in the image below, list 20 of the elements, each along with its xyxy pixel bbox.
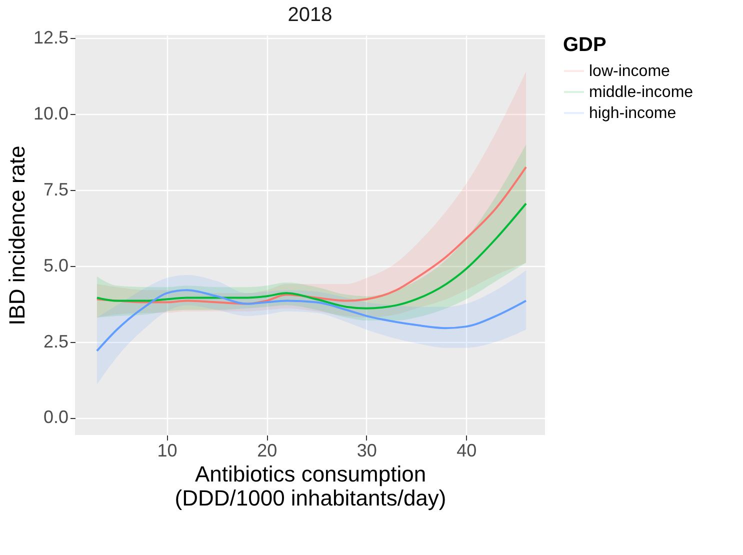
x-tick-label: 10 — [157, 440, 178, 460]
x-tick-label: 20 — [257, 440, 278, 460]
line-series — [96, 202, 528, 310]
x-tick-label: 30 — [356, 440, 377, 460]
y-tick-label: 0.0 — [43, 407, 68, 428]
legend-label: low-income — [589, 63, 670, 80]
legend-label: high-income — [589, 105, 676, 122]
x-tick-label: 40 — [456, 440, 477, 460]
y-tick-label: 5.0 — [43, 255, 68, 276]
y-tick-label: 10.0 — [33, 103, 68, 124]
legend-label: middle-income — [589, 84, 694, 101]
line-series — [96, 166, 528, 305]
y-tick-label: 12.5 — [33, 28, 68, 48]
y-tick-label: 7.5 — [43, 179, 68, 200]
y-tick-label: 2.5 — [43, 331, 68, 352]
legend-title: GDP — [563, 34, 606, 56]
x-axis-title: Antibiotics consumption (DDD/1000 inhabitants/day) — [174, 462, 446, 510]
chart-title: 2018 — [288, 4, 332, 26]
line-series — [96, 289, 528, 352]
y-axis-title: IBD incidence rate — [4, 146, 30, 326]
